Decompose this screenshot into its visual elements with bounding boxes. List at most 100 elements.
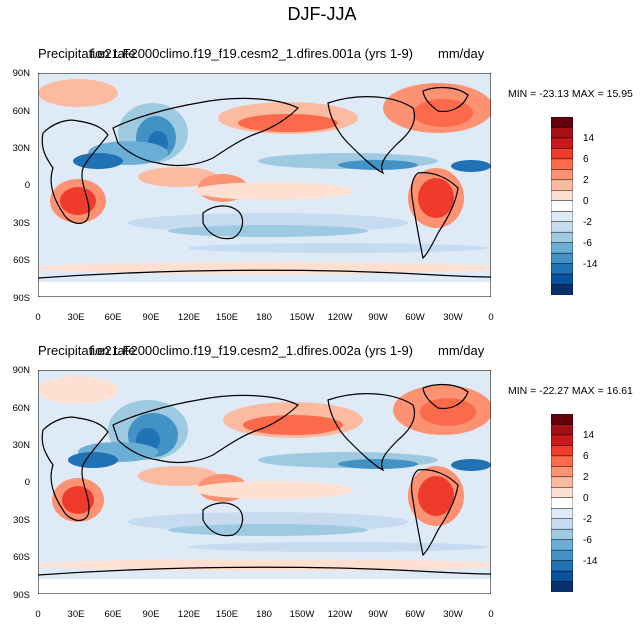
lat-tick-label: 90N (12, 68, 30, 79)
lon-tick-label: 60E (104, 312, 122, 323)
min-max-label: MIN = -23.13 MAX = 15.95 (508, 88, 633, 100)
colorbar-swatch (551, 117, 573, 129)
colorbar-swatch (551, 158, 573, 170)
lat-tick-label: 60N (12, 403, 30, 414)
lat-tick-label: 60S (13, 552, 30, 563)
precip-difference-map (38, 370, 491, 594)
lon-tick-label: 0 (35, 609, 41, 620)
lat-tick-label: 30N (12, 440, 30, 451)
colorbar-swatch (551, 539, 573, 551)
colorbar-label: -6 (583, 535, 592, 546)
panel-case-label: f.e21.F2000climo.f19_f19.cesm2_1.dfires.… (90, 46, 414, 61)
colorbar-swatch (551, 179, 573, 191)
lon-tick-label: 150W (289, 609, 315, 620)
colorbar-label: -2 (583, 514, 592, 525)
colorbar-label: 2 (583, 175, 589, 186)
lon-tick-label: 60W (405, 609, 425, 620)
colorbar-swatch (551, 284, 573, 295)
colorbar-swatch (551, 263, 573, 275)
lon-tick-label: 30W (443, 609, 463, 620)
lon-tick-label: 30E (67, 609, 85, 620)
colorbar-swatch (551, 137, 573, 149)
lat-tick-label: 0 (24, 180, 30, 191)
lat-tick-label: 90N (12, 365, 30, 376)
colorbar-label: 14 (583, 133, 595, 144)
lat-tick-label: 60N (12, 106, 30, 117)
lat-tick-label: 90S (13, 293, 30, 304)
colorbar-swatch (551, 434, 573, 446)
map-panel-1: Precipitation rate f.e21.F2000climo.f19_… (0, 44, 644, 344)
lon-tick-label: 90E (142, 609, 160, 620)
lon-tick-label: 120W (327, 609, 353, 620)
map-panel-2: Precipitation rate f.e21.F2000climo.f19_… (0, 341, 644, 641)
lat-tick-label: 90S (13, 590, 30, 601)
lon-tick-label: 30W (443, 312, 463, 323)
colorbar-label: 0 (583, 493, 589, 504)
colorbar-swatch (551, 507, 573, 520)
colorbar-label: -14 (583, 556, 598, 567)
lat-tick-label: 0 (24, 477, 30, 488)
lon-tick-label: 60E (104, 609, 122, 620)
colorbar-swatch (551, 273, 573, 286)
colorbar-label: 2 (583, 472, 589, 483)
colorbar (551, 117, 573, 295)
colorbar-swatch (551, 549, 573, 562)
colorbar-swatch (551, 424, 573, 436)
colorbar-swatch (551, 414, 573, 426)
colorbar-label: 0 (583, 196, 589, 207)
lon-tick-label: 150W (289, 312, 315, 323)
lon-tick-label: 0 (488, 609, 494, 620)
lat-tick-label: 30S (13, 515, 30, 526)
panel-units-label: mm/day (438, 46, 485, 61)
lon-tick-label: 0 (488, 312, 494, 323)
panel-units-label: mm/day (438, 343, 485, 358)
colorbar-swatch (551, 570, 573, 583)
lon-tick-label: 60W (405, 312, 425, 323)
colorbar-label: -6 (583, 238, 592, 249)
lon-tick-label: 120E (177, 609, 201, 620)
lon-tick-label: 90W (368, 609, 388, 620)
colorbar-swatch (551, 190, 573, 202)
lon-tick-label: 30E (67, 312, 85, 323)
colorbar-swatch (551, 148, 573, 160)
panel-variable-label: Precipitation rate (38, 46, 136, 61)
lon-tick-label: 120E (177, 312, 201, 323)
colorbar-swatch (551, 476, 573, 488)
figure-title: DJF-JJA (287, 4, 357, 24)
colorbar-swatch (551, 528, 573, 541)
colorbar-swatch (551, 581, 573, 592)
colorbar-swatch (551, 231, 573, 244)
colorbar-swatch (551, 127, 573, 139)
colorbar-label: -2 (583, 217, 592, 228)
lon-tick-label: 90W (368, 312, 388, 323)
colorbar-swatch (551, 455, 573, 467)
colorbar-swatch (551, 445, 573, 457)
panel-variable-label: Precipitation rate (38, 343, 136, 358)
colorbar-swatch (551, 210, 573, 223)
lat-tick-label: 30S (13, 218, 30, 229)
lon-tick-label: 180 (256, 312, 272, 323)
colorbar-label: 14 (583, 430, 595, 441)
colorbar-swatch (551, 242, 573, 254)
colorbar-label: 6 (583, 154, 589, 165)
colorbar-swatch (551, 466, 573, 478)
colorbar-swatch (551, 497, 573, 509)
lat-tick-label: 30N (12, 143, 30, 154)
lat-tick-label: 60S (13, 255, 30, 266)
lon-tick-label: 150E (215, 312, 239, 323)
colorbar-swatch (551, 200, 573, 212)
colorbar-swatch (551, 252, 573, 265)
lon-tick-label: 150E (215, 609, 239, 620)
colorbar (551, 414, 573, 592)
min-max-label: MIN = -22.27 MAX = 16.61 (508, 385, 633, 397)
colorbar-swatch (551, 169, 573, 181)
lon-tick-label: 180 (256, 609, 272, 620)
colorbar-label: 6 (583, 451, 589, 462)
lon-tick-label: 90E (142, 312, 160, 323)
colorbar-swatch (551, 221, 573, 233)
precip-difference-map (38, 73, 491, 297)
colorbar-swatch (551, 487, 573, 499)
colorbar-label: -14 (583, 259, 598, 270)
lon-tick-label: 0 (35, 312, 41, 323)
colorbar-swatch (551, 518, 573, 530)
